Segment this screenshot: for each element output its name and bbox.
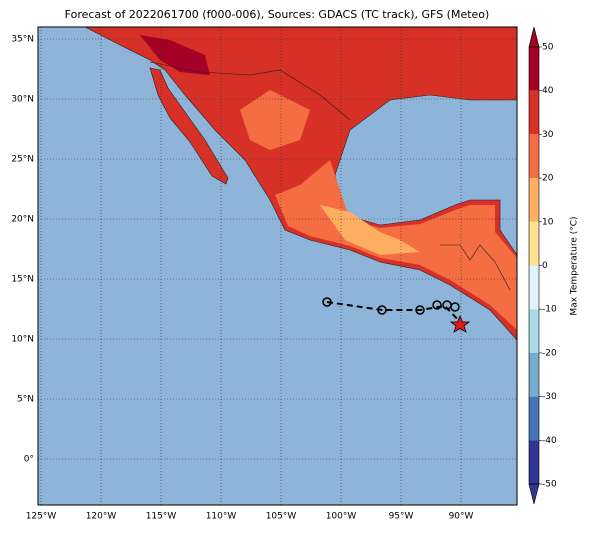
latitude-label: 35°N [11, 35, 34, 45]
colorbar-tick-label: -10 [542, 305, 557, 315]
warm-region [240, 90, 310, 150]
colorbar-tick-label: -20 [542, 348, 557, 358]
colorbar-tick-label: 20 [542, 174, 554, 184]
colorbar-extend-bottom [528, 483, 540, 505]
longitude-label: 110°W [206, 512, 237, 522]
land-baja [149, 67, 229, 185]
tc-position [449, 314, 471, 333]
mild-region [320, 205, 420, 255]
latitude-label: 30°N [11, 95, 34, 105]
graticule [38, 27, 517, 505]
longitude-label: 90°W [449, 512, 474, 522]
latitude-label: 25°N [11, 155, 34, 165]
longitude-label: 115°W [146, 512, 177, 522]
country-border [440, 244, 511, 291]
latitude-label: 10°N [11, 335, 34, 345]
latitude-label: 5°N [17, 395, 34, 405]
colorbar-band [529, 396, 539, 441]
map-area [37, 26, 518, 506]
longitude-label: 105°W [266, 512, 297, 522]
tc-track [326, 301, 461, 323]
country-border [149, 61, 351, 121]
latitude-label: 20°N [11, 215, 34, 225]
colorbar: 50 40 30 20 10 0 -10 -20 -30 -40 -50 [528, 26, 557, 505]
colorbar-band [529, 309, 539, 353]
colorbar-tick-label: 0 [542, 261, 548, 271]
latitude-label: 0° [24, 455, 34, 465]
longitude-label: 95°W [389, 512, 414, 522]
map-frame [37, 26, 518, 506]
colorbar-label: Max Temperature (°C) [570, 216, 580, 315]
colorbar-band [529, 134, 539, 179]
colorbar-band [529, 47, 539, 91]
hot-region [140, 35, 210, 75]
longitude-label: 125°W [26, 512, 57, 522]
colorbar-band [529, 90, 539, 135]
colorbar-tick-label: -50 [542, 480, 557, 490]
colorbar-tick-label: 10 [542, 217, 554, 227]
colorbar-tick-label: -40 [542, 436, 557, 446]
colorbar-band [529, 178, 539, 222]
latitude-label: 15°N [11, 275, 34, 285]
tc-symbols [322, 297, 460, 315]
colorbar-extend-top [528, 26, 540, 48]
colorbar-band [529, 265, 539, 310]
longitude-label: 100°W [326, 512, 357, 522]
colorbar-band [529, 440, 539, 484]
colorbar-band [529, 352, 539, 397]
colorbar-tick-label: -30 [542, 392, 557, 402]
colorbar-tick-label: 50 [542, 43, 554, 53]
longitude-label: 120°W [86, 512, 117, 522]
colorbar-tick-label: 30 [542, 130, 554, 140]
colorbar-band [529, 221, 539, 266]
colorbar-tick-label: 40 [542, 86, 554, 96]
map-title: Forecast of 2022061700 (f000-006), Sourc… [65, 8, 490, 21]
